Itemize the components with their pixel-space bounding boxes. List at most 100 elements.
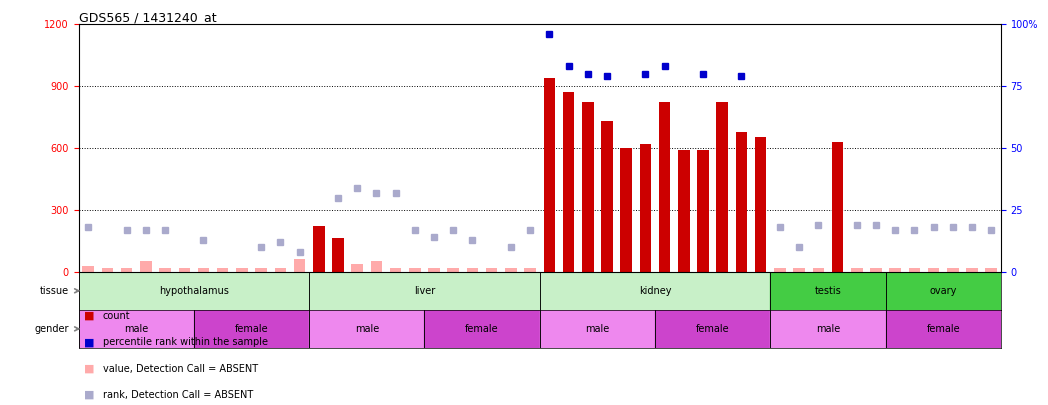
- Bar: [563, 268, 574, 272]
- Bar: [371, 268, 383, 272]
- Bar: [140, 268, 152, 272]
- Bar: [582, 102, 593, 272]
- Bar: [639, 268, 651, 272]
- Bar: [390, 268, 401, 272]
- Bar: [620, 268, 632, 272]
- Bar: [755, 268, 766, 272]
- Bar: [505, 268, 517, 272]
- Bar: [736, 132, 747, 272]
- Bar: [309, 272, 540, 310]
- Bar: [774, 268, 786, 272]
- Bar: [540, 310, 655, 348]
- Bar: [236, 268, 247, 272]
- Bar: [524, 268, 536, 272]
- Text: female: female: [235, 324, 268, 334]
- Text: hypothalamus: hypothalamus: [159, 286, 228, 296]
- Text: count: count: [103, 311, 130, 321]
- Bar: [770, 310, 886, 348]
- Bar: [447, 268, 459, 272]
- Text: female: female: [926, 324, 960, 334]
- Text: value, Detection Call = ABSENT: value, Detection Call = ABSENT: [103, 364, 258, 373]
- Bar: [755, 136, 766, 272]
- Bar: [313, 268, 325, 272]
- Bar: [659, 268, 671, 272]
- Text: ■: ■: [84, 390, 94, 400]
- Bar: [194, 310, 309, 348]
- Bar: [812, 268, 824, 272]
- Text: male: male: [124, 324, 149, 334]
- Bar: [429, 268, 440, 272]
- Text: liver: liver: [414, 286, 435, 296]
- Bar: [293, 268, 305, 272]
- Bar: [582, 268, 593, 272]
- Bar: [832, 268, 844, 272]
- Bar: [697, 268, 708, 272]
- Text: gender: gender: [35, 324, 69, 334]
- Bar: [275, 268, 286, 272]
- Bar: [351, 268, 363, 272]
- Bar: [486, 268, 498, 272]
- Bar: [717, 102, 728, 272]
- Bar: [102, 268, 113, 272]
- Bar: [178, 268, 190, 272]
- Bar: [544, 268, 555, 272]
- Text: percentile rank within the sample: percentile rank within the sample: [103, 337, 267, 347]
- Text: rank, Detection Call = ABSENT: rank, Detection Call = ABSENT: [103, 390, 253, 400]
- Bar: [832, 142, 844, 272]
- Bar: [870, 268, 881, 272]
- Text: GDS565 / 1431240_at: GDS565 / 1431240_at: [79, 11, 216, 24]
- Bar: [198, 268, 210, 272]
- Bar: [985, 268, 997, 272]
- Bar: [886, 272, 1001, 310]
- Text: female: female: [696, 324, 729, 334]
- Bar: [655, 310, 770, 348]
- Bar: [313, 226, 325, 272]
- Bar: [659, 102, 671, 272]
- Bar: [351, 264, 363, 272]
- Bar: [602, 121, 613, 272]
- Bar: [793, 268, 805, 272]
- Bar: [717, 268, 728, 272]
- Bar: [697, 150, 708, 272]
- Bar: [851, 268, 863, 272]
- Text: male: male: [815, 324, 840, 334]
- Bar: [140, 262, 152, 272]
- Text: tissue: tissue: [40, 286, 69, 296]
- Bar: [159, 268, 171, 272]
- Bar: [563, 92, 574, 272]
- Bar: [678, 150, 690, 272]
- Bar: [544, 78, 555, 272]
- Bar: [121, 268, 132, 272]
- Bar: [217, 268, 228, 272]
- Bar: [890, 268, 901, 272]
- Bar: [620, 148, 632, 272]
- Bar: [770, 272, 886, 310]
- Bar: [886, 310, 1001, 348]
- Text: ■: ■: [84, 311, 94, 321]
- Text: male: male: [354, 324, 379, 334]
- Text: testis: testis: [814, 286, 842, 296]
- Bar: [639, 144, 651, 272]
- Bar: [293, 259, 305, 272]
- Bar: [79, 310, 194, 348]
- Text: female: female: [465, 324, 499, 334]
- Text: male: male: [585, 324, 610, 334]
- Text: ■: ■: [84, 337, 94, 347]
- Bar: [466, 268, 478, 272]
- Bar: [947, 268, 959, 272]
- Bar: [309, 310, 424, 348]
- Bar: [79, 272, 309, 310]
- Bar: [371, 262, 383, 272]
- Bar: [736, 268, 747, 272]
- Bar: [966, 268, 978, 272]
- Bar: [909, 268, 920, 272]
- Text: ovary: ovary: [930, 286, 957, 296]
- Bar: [927, 268, 939, 272]
- Bar: [409, 268, 420, 272]
- Bar: [256, 268, 267, 272]
- Bar: [540, 272, 770, 310]
- Bar: [83, 268, 94, 272]
- Bar: [332, 238, 344, 272]
- Bar: [678, 268, 690, 272]
- Bar: [602, 268, 613, 272]
